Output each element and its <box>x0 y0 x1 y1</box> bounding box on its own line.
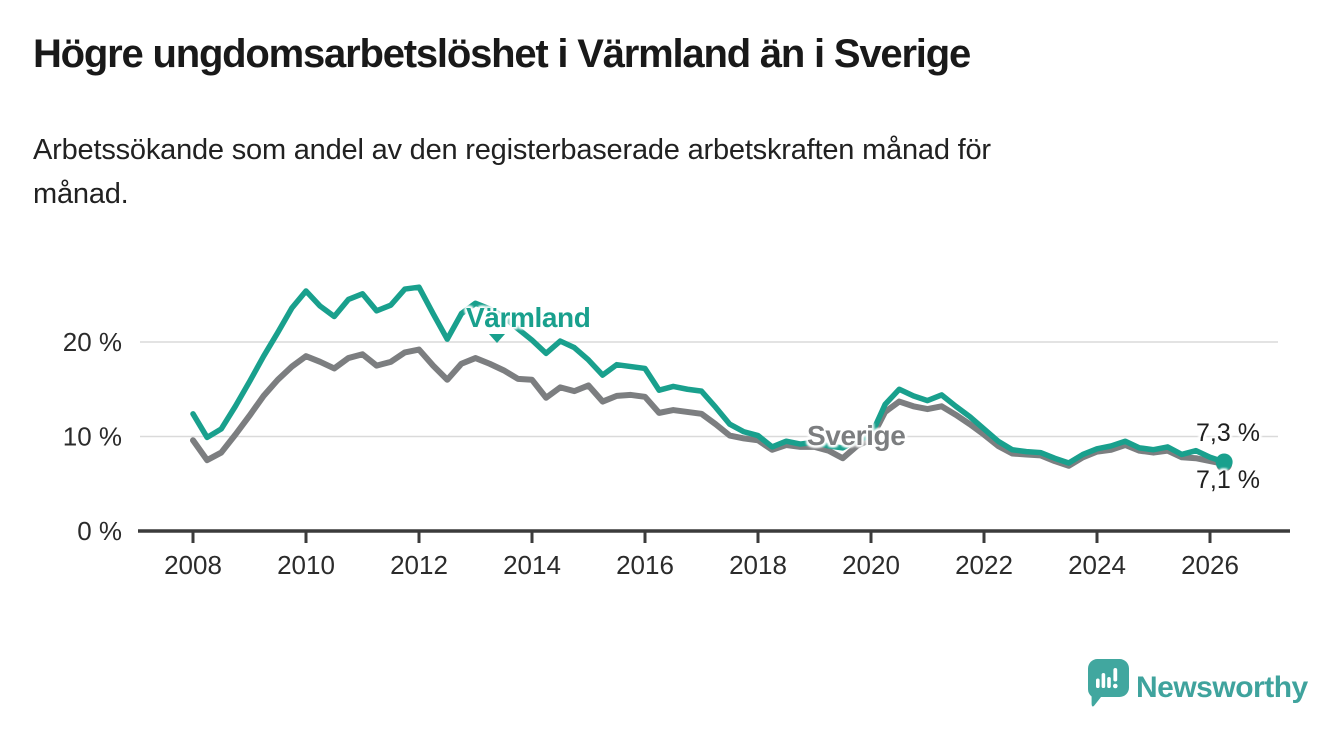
end-value-label-sverige: 7,1 % <box>1196 466 1260 494</box>
series-line-sverige <box>190 346 1228 469</box>
x-tick-label-2020: 2020 <box>842 550 900 580</box>
x-tick-label-2014: 2014 <box>503 550 561 580</box>
x-tick-label-2010: 2010 <box>277 550 335 580</box>
newsworthy-logo[interactable]: Newsworthy <box>1088 659 1318 715</box>
x-tick-label-2012: 2012 <box>390 550 448 580</box>
series-label-sverige: Sverige <box>807 420 906 451</box>
end-value-label-varmland: 7,3 % <box>1196 419 1260 447</box>
x-tick-label-2024: 2024 <box>1068 550 1126 580</box>
x-tick-label-2026: 2026 <box>1181 550 1239 580</box>
y-tick-label-0: 0 % <box>77 516 122 546</box>
series-end-dot-vrmland <box>1215 453 1233 471</box>
varmland-label-pointer-icon <box>489 334 505 343</box>
y-tick-label-20: 20 % <box>63 327 122 357</box>
x-tick-label-2022: 2022 <box>955 550 1013 580</box>
newsworthy-logo-icon <box>1088 659 1129 707</box>
chart-subtitle: Arbetssökande som andel av den registerb… <box>33 134 991 211</box>
x-tick-label-2008: 2008 <box>164 550 222 580</box>
series-line-vrmland <box>190 284 1227 466</box>
x-tick-label-2016: 2016 <box>616 550 674 580</box>
series-label-varmland: Värmland <box>466 302 591 333</box>
newsworthy-brand-text: Newsworthy <box>1136 671 1308 704</box>
x-tick-label-2018: 2018 <box>729 550 787 580</box>
y-tick-label-10: 10 % <box>63 422 122 452</box>
chart-title: Högre ungdomsarbetslöshet i Värmland än … <box>33 32 971 76</box>
